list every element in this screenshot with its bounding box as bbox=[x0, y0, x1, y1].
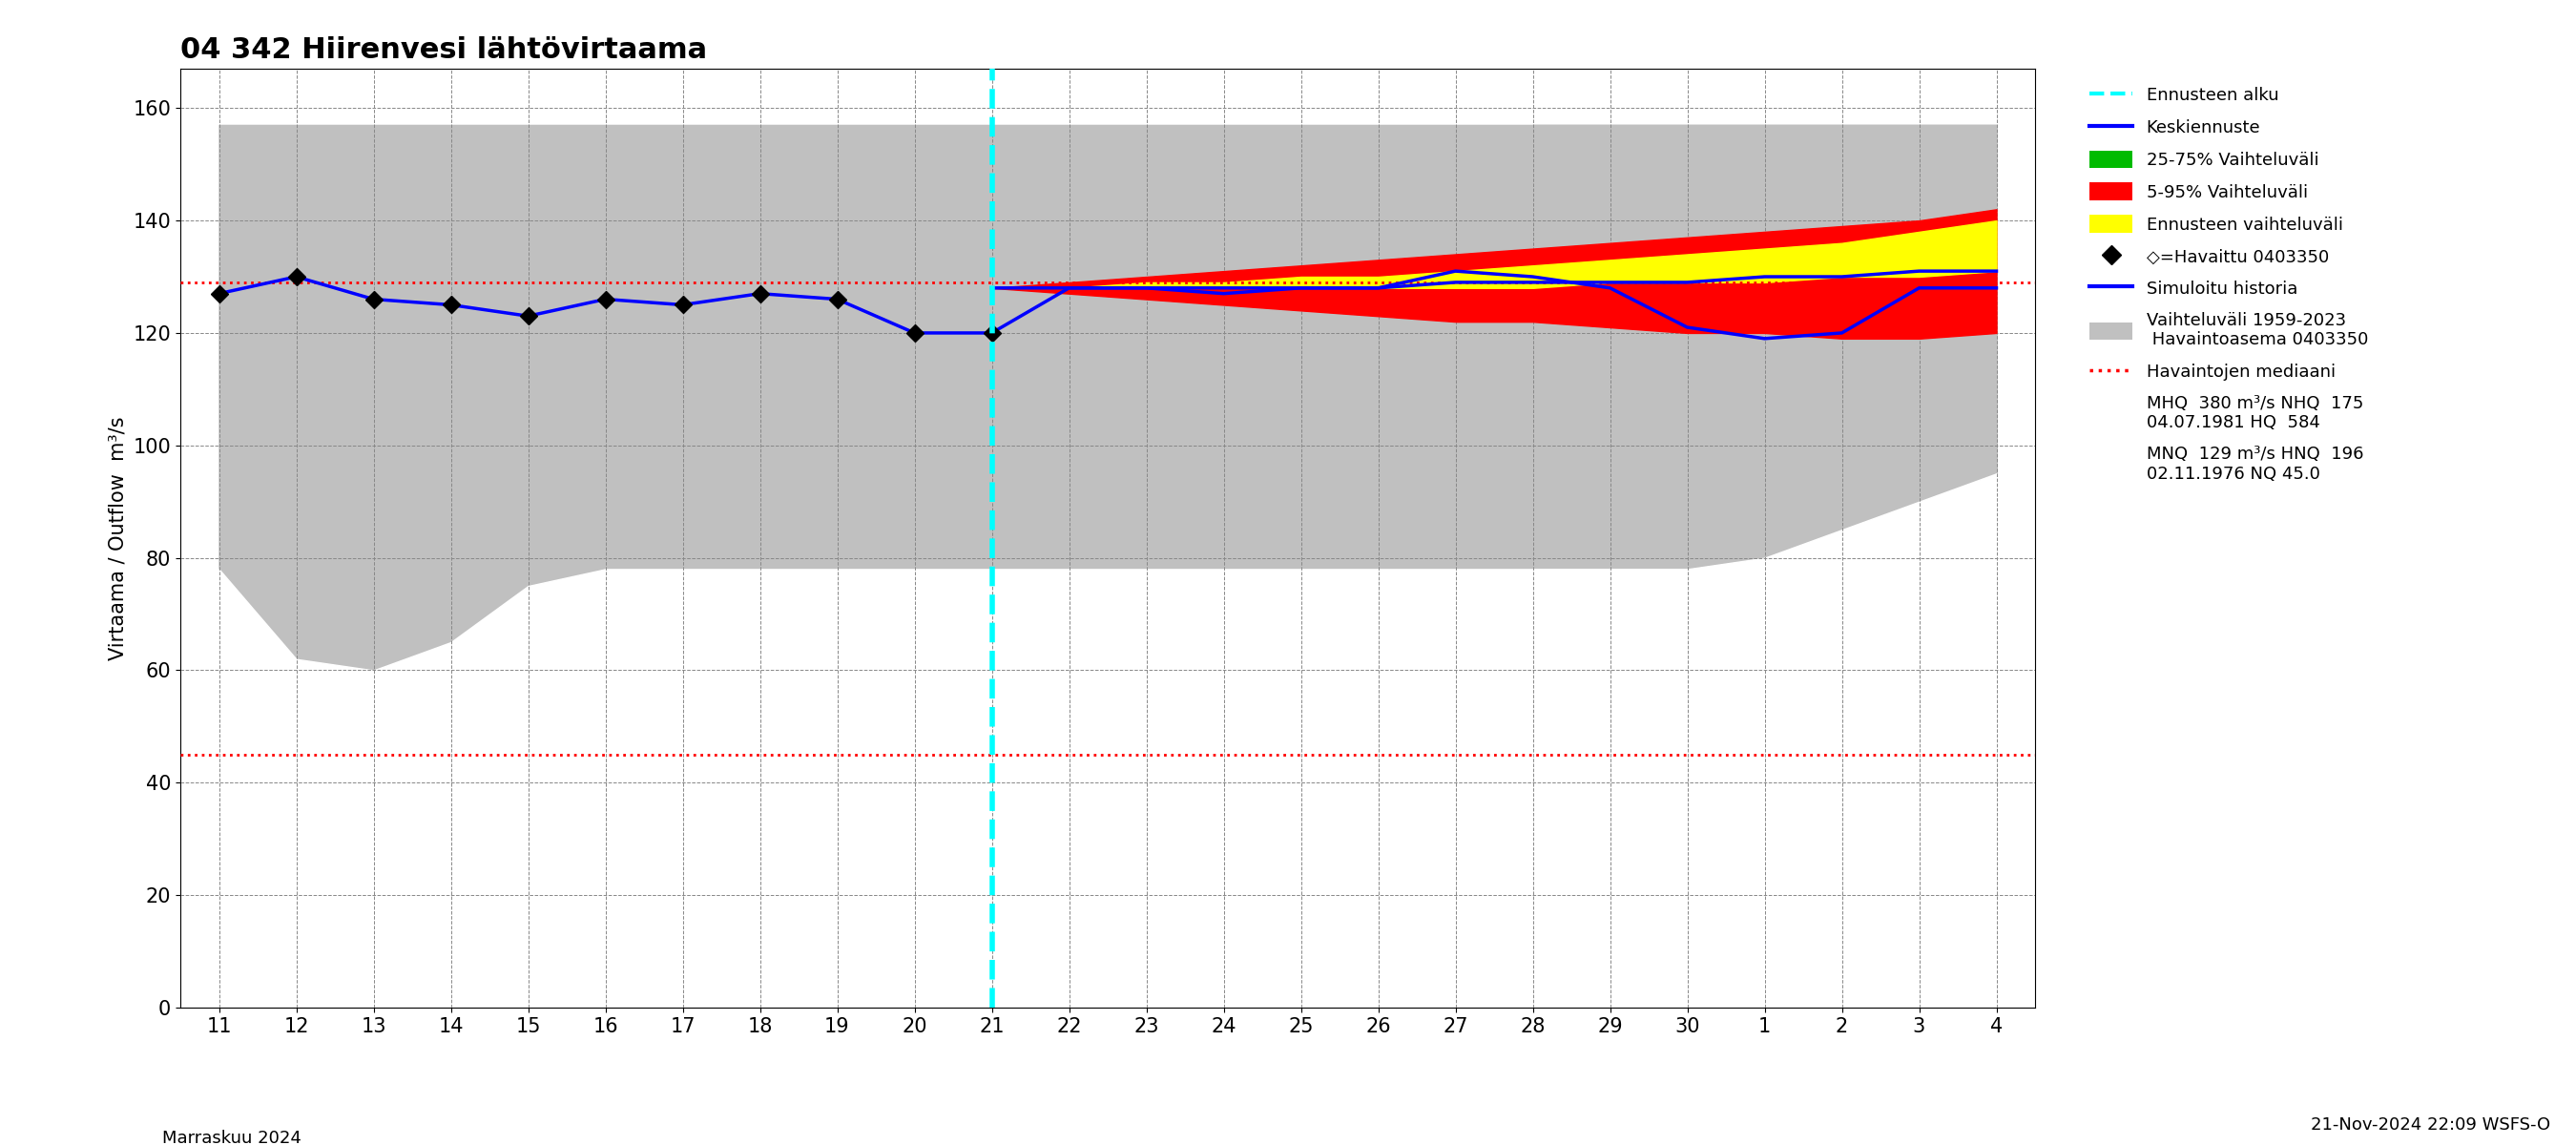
Text: Marraskuu 2024
November: Marraskuu 2024 November bbox=[162, 1130, 301, 1145]
Text: 04 342 Hiirenvesi lähtövirtaama: 04 342 Hiirenvesi lähtövirtaama bbox=[180, 37, 706, 64]
Legend: Ennusteen alku, Keskiennuste, 25-75% Vaihteluväli, 5-95% Vaihteluväli, Ennusteen: Ennusteen alku, Keskiennuste, 25-75% Vai… bbox=[2081, 78, 2378, 491]
Text: 21-Nov-2024 22:09 WSFS-O: 21-Nov-2024 22:09 WSFS-O bbox=[2311, 1116, 2550, 1134]
Y-axis label: Virtaama / Outflow  m³/s: Virtaama / Outflow m³/s bbox=[108, 417, 129, 660]
